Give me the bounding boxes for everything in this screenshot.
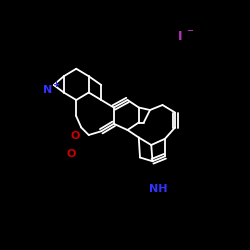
Text: N: N	[43, 85, 52, 95]
Text: +: +	[52, 80, 59, 89]
Text: −: −	[186, 26, 193, 35]
Text: I: I	[178, 30, 182, 43]
Text: NH: NH	[150, 184, 168, 194]
Text: O: O	[66, 149, 76, 159]
Text: O: O	[70, 131, 80, 141]
